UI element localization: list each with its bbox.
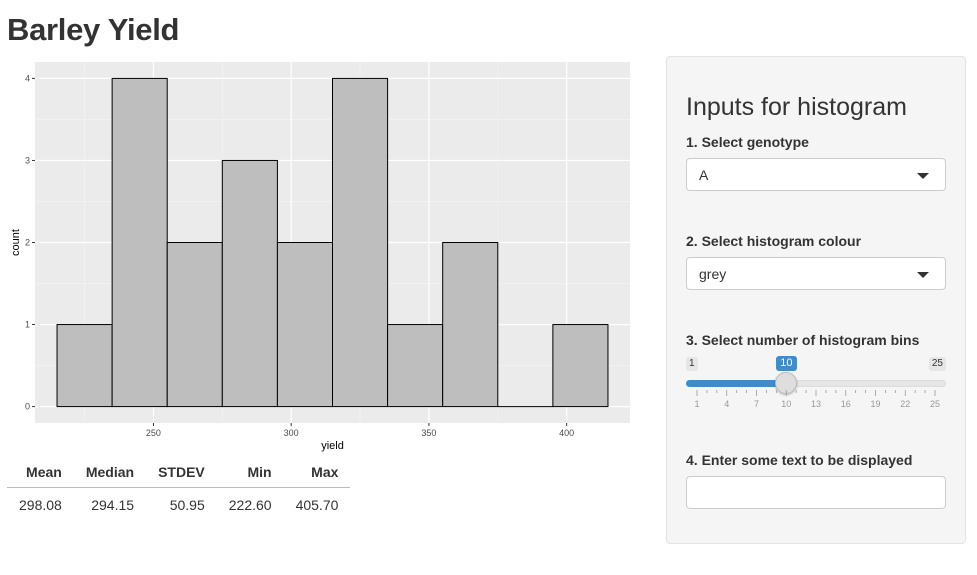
- slider-tick-label: 25: [930, 399, 940, 409]
- genotype-selected-value: A: [699, 167, 709, 183]
- histogram-plot: 250 300 350 400 0 1 2 3 4 yield count: [0, 55, 640, 455]
- slider-tick-label: 10: [781, 399, 791, 409]
- chevron-down-icon: [917, 272, 929, 278]
- header-median: Median: [73, 458, 147, 488]
- y-tick-label: 2: [25, 238, 30, 248]
- histogram-bar: [56, 324, 113, 408]
- x-tick-label: 250: [146, 428, 161, 438]
- bins-slider[interactable]: 1 25 10 1 4 7 10 13 16 19 22 25: [686, 354, 946, 414]
- slider-tick-label: 1: [694, 399, 699, 409]
- y-tick-label: 1: [25, 320, 30, 330]
- summary-value-row: 298.08 294.15 50.95 222.60 405.70: [7, 488, 350, 520]
- slider-tick-label: 19: [870, 399, 880, 409]
- histogram-bar: [166, 242, 223, 408]
- x-tick-label: 300: [284, 428, 299, 438]
- histogram-bar: [442, 242, 499, 408]
- value-stdev: 50.95: [169, 497, 205, 513]
- slider-tick-label: 4: [724, 399, 729, 409]
- x-tick-label: 350: [421, 428, 436, 438]
- y-axis-label: count: [10, 229, 22, 256]
- slider-min-label: 1: [686, 357, 698, 371]
- histogram-bar: [111, 77, 168, 408]
- chevron-down-icon: [917, 173, 929, 179]
- summary-header-row: Mean Median STDEV Min Max: [7, 458, 351, 488]
- colour-select[interactable]: grey: [686, 257, 946, 290]
- value-mean: 298.08: [19, 497, 62, 513]
- histogram-bar: [221, 159, 278, 408]
- y-tick-label: 4: [25, 73, 30, 83]
- genotype-select[interactable]: A: [686, 158, 946, 191]
- header-mean: Mean: [7, 458, 74, 488]
- header-stdev: STDEV: [146, 458, 217, 488]
- display-text-input[interactable]: [686, 476, 946, 509]
- bins-label: 3. Select number of histogram bins: [686, 332, 920, 348]
- page-title: Barley Yield: [7, 12, 180, 47]
- colour-label: 2. Select histogram colour: [686, 233, 862, 249]
- y-tick-label: 0: [25, 402, 30, 412]
- colour-selected-value: grey: [699, 266, 727, 282]
- x-axis-label: yield: [321, 440, 344, 452]
- slider-tick-label: 16: [841, 399, 851, 409]
- slider-tick-label: 13: [811, 399, 821, 409]
- genotype-label: 1. Select genotype: [686, 134, 809, 150]
- value-median: 294.15: [91, 497, 135, 513]
- panel-title: Inputs for histogram: [686, 93, 907, 121]
- histogram-bar: [552, 324, 609, 408]
- histogram-bar: [332, 77, 389, 408]
- histogram-svg: 250 300 350 400 0 1 2 3 4 yield count: [10, 62, 630, 452]
- slider-tick-label: 22: [900, 399, 910, 409]
- input-panel: Inputs for histogram 1. Select genotype …: [666, 56, 966, 544]
- value-min: 222.60: [228, 497, 272, 513]
- x-tick-label: 400: [559, 428, 574, 438]
- slider-value-badge: 10: [776, 356, 797, 371]
- slider-tick-label: 7: [754, 399, 759, 409]
- y-tick-label: 3: [25, 155, 30, 165]
- value-max: 405.70: [295, 497, 339, 513]
- slider-ticks: 1 4 7 10 13 16 19 22 25: [694, 390, 940, 409]
- histogram-bar: [276, 242, 334, 408]
- header-min: Min: [216, 458, 284, 488]
- summary-table: Mean Median STDEV Min Max 298.08 294.15 …: [7, 458, 351, 520]
- text-input-label: 4. Enter some text to be displayed: [686, 452, 913, 468]
- histogram-bar: [387, 324, 444, 408]
- header-max: Max: [283, 458, 351, 488]
- slider-max-label: 25: [928, 357, 946, 371]
- slider-fill: [686, 380, 787, 387]
